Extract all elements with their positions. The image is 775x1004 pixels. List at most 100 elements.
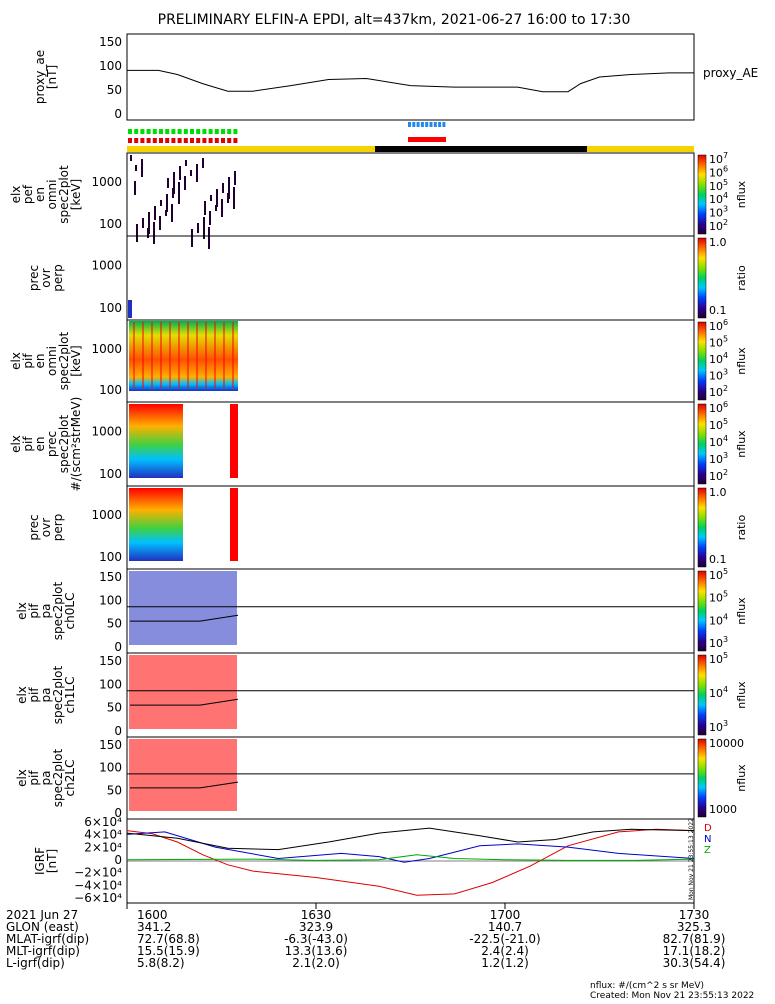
spin-mark-red [134, 138, 139, 143]
y-tick-label: 50 [107, 83, 122, 97]
y-axis-label: pif [21, 353, 35, 369]
footer-value: 325.3 [677, 920, 711, 934]
colorbar-tick: 102 [709, 218, 728, 233]
burst-mark [429, 122, 433, 127]
spin-mark-green [233, 129, 238, 134]
y-tick-label: 0 [114, 853, 122, 867]
flux-mark [209, 211, 211, 225]
burst-mark [420, 122, 424, 127]
spin-mark-green [208, 129, 213, 134]
flux-mark [142, 218, 144, 228]
y-axis-label: [nT] [45, 65, 59, 89]
footer-value: 1730 [679, 908, 710, 922]
spec-stripe [214, 322, 216, 388]
footer-value: 1.2(1.2) [481, 956, 529, 970]
spin-mark-green [165, 129, 170, 134]
spin-mark-green [214, 129, 219, 134]
y-axis-label: prec [45, 431, 59, 457]
y-tick-label: 50 [107, 783, 122, 797]
y-axis-label: spec2plot [57, 414, 71, 473]
pa-loss-cone [130, 614, 239, 622]
y-tick-label: −6×10⁴ [74, 891, 122, 905]
spin-mark-red [208, 138, 213, 143]
colorbar-fill [697, 321, 707, 401]
y-tick-label: 0 [114, 640, 122, 654]
spec-stripe [196, 322, 198, 388]
y-axis-label: elx [9, 435, 23, 453]
spin-mark-green [152, 129, 157, 134]
spin-mark-green [202, 129, 207, 134]
spec-fill [129, 321, 238, 391]
y-axis-label: ch2LC [63, 760, 77, 797]
y-axis-label: spec2plot [51, 581, 65, 640]
y-tick-label: 150 [99, 35, 122, 49]
flux-mark [130, 155, 132, 161]
footer-row-label: MLAT-igrf(dip) [6, 932, 89, 946]
y-tick-label: 1000 [91, 508, 122, 522]
panel-5: 1.0 0.1 ratio [126, 485, 748, 570]
colorbar: 1.0 0.1 ratio [697, 236, 748, 319]
spin-mark-red [171, 138, 176, 143]
y-axis-label: [keV] [69, 345, 83, 376]
footer-row-label: L-igrf(dip) [6, 956, 65, 970]
flux-mark [208, 227, 210, 249]
colorbar-tick: 104 [709, 351, 728, 366]
footer-value: 323.9 [299, 920, 333, 934]
y-tick-label: 100 [99, 217, 122, 231]
footer-value: 2.4(2.4) [481, 944, 529, 958]
y-tick-label: −2×10⁴ [74, 866, 122, 880]
spec-stripe [232, 322, 234, 388]
y-tick-label: 100 [99, 59, 122, 73]
spin-mark-red [128, 138, 132, 143]
y-tick-label: −4×10⁴ [74, 878, 122, 892]
footer-value: 13.3(13.6) [285, 944, 348, 958]
y-tick-label: 1000 [91, 175, 122, 189]
y-tick-label: 2×10⁴ [84, 840, 122, 854]
colorbar: 106 105 104 103 102 nflux [697, 400, 748, 485]
panel-8: 10000 1000 nflux [126, 736, 748, 820]
flux-mark [184, 176, 186, 190]
flux-mark [179, 166, 181, 180]
spin-mark-red [214, 138, 219, 143]
burst-mark [442, 122, 446, 127]
y-tick-label: 150 [99, 570, 122, 584]
spin-mark-green [128, 129, 132, 134]
footer-value: 2.1(2.0) [292, 956, 340, 970]
colorbar: 105 104 103 nflux [697, 651, 748, 736]
y-tick-label: 100 [99, 593, 122, 607]
flux-mark [160, 200, 162, 206]
pa-loss-cone [130, 698, 239, 706]
colorbar-tick: 103 [709, 635, 728, 650]
colorbar-label: nflux [735, 180, 748, 208]
y-tick-label: 100 [99, 550, 122, 564]
footer-value: -6.3(-43.0) [284, 932, 348, 946]
colorbar-tick: 102 [709, 384, 728, 399]
spin-mark-green [183, 129, 188, 134]
y-axis-label: elx [15, 602, 29, 620]
flux-mark [172, 188, 174, 198]
spin-mark-green [227, 129, 232, 134]
spin-mark-red [177, 138, 182, 143]
colorbar-tick: 106 [709, 318, 728, 333]
flux-mark [185, 160, 187, 166]
footer-value: 140.7 [488, 920, 522, 934]
proxy-ae-legend: proxy_AE [703, 66, 758, 80]
y-axis-label: perp [51, 514, 65, 542]
y-axis-label: ovr [39, 518, 53, 537]
flux-mark [190, 170, 192, 176]
igrf-legend-N: N [704, 834, 711, 845]
colorbar-fill [697, 487, 707, 568]
burst-mark [416, 122, 420, 127]
footer-value: -22.5(-21.0) [469, 932, 540, 946]
flux-mark [165, 210, 167, 216]
footer-value: 72.7(68.8) [137, 932, 200, 946]
spin-mark-red [152, 138, 157, 143]
footer-value: 5.8(8.2) [137, 956, 185, 970]
spin-mark-green [221, 129, 225, 134]
y-axis-label: IGRF [33, 847, 47, 875]
flux-mark [171, 204, 173, 222]
burst-mark [433, 122, 437, 127]
colorbar-fill [697, 237, 707, 319]
spin-mark-green [134, 129, 139, 134]
panel-6: 105 105 104 103 nflux [126, 567, 748, 654]
